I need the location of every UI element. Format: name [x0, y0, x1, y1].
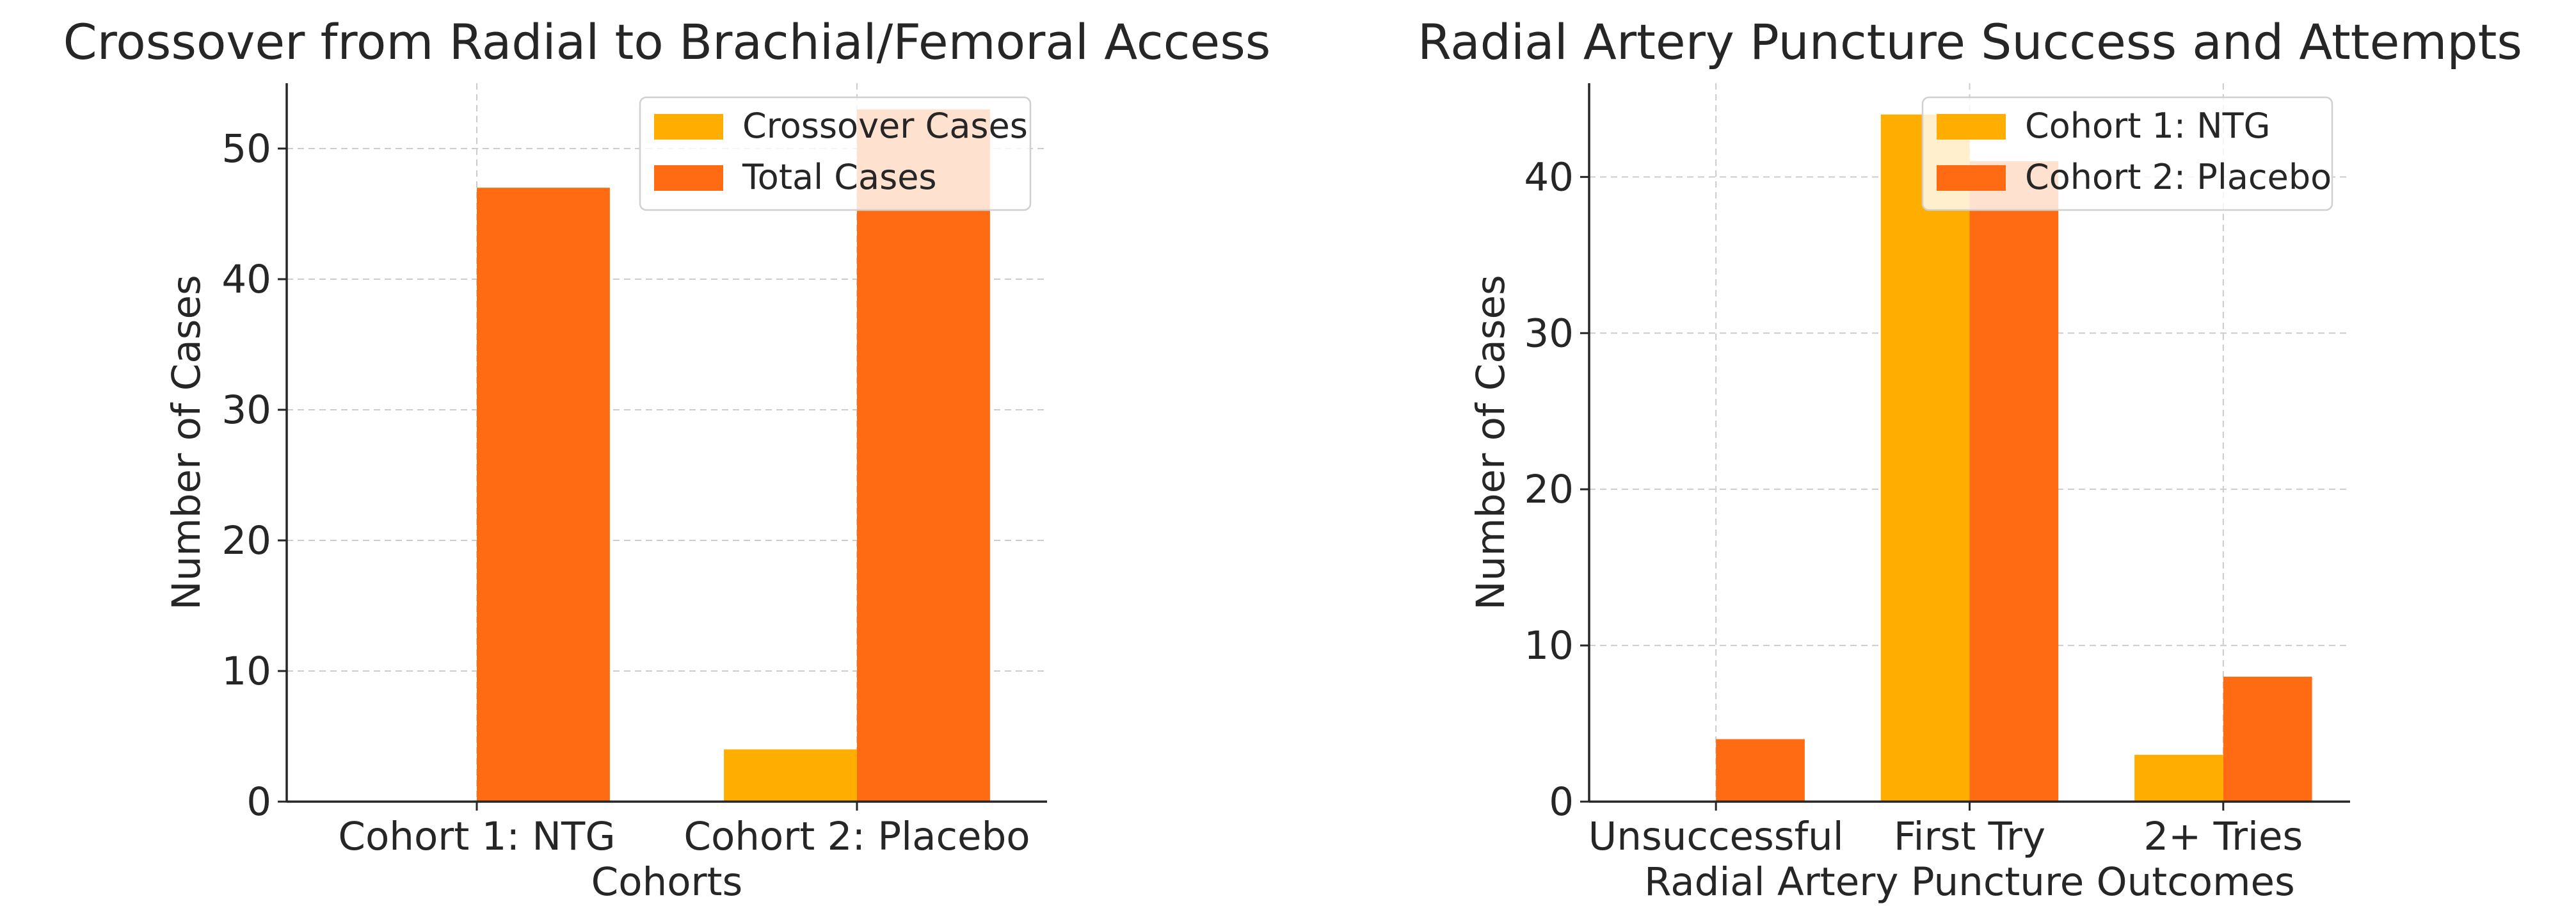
y-tick-label: 30: [221, 387, 271, 433]
legend-swatch: [654, 165, 723, 191]
chart-title: Radial Artery Puncture Success and Attem…: [1418, 13, 2522, 70]
bar-total-cases-1: [477, 188, 610, 802]
x-tick-label: 2+ Tries: [2143, 814, 2303, 859]
y-tick-label: 40: [1524, 154, 1574, 200]
y-axis-label: Number of Cases: [1468, 275, 1514, 610]
y-axis-label: Number of Cases: [164, 275, 209, 610]
y-tick-label: 10: [221, 649, 271, 694]
legend-box: [639, 96, 1032, 211]
legend-label: Crossover Cases: [742, 106, 1028, 146]
legend-label: Cohort 2: Placebo: [2025, 157, 2332, 197]
x-tick-label: Cohort 2: Placebo: [684, 814, 1030, 859]
y-tick-label: 30: [1524, 311, 1574, 356]
x-tick-label: Unsuccessful: [1588, 814, 1844, 859]
x-tick-label: First Try: [1894, 814, 2045, 859]
y-tick-label: 0: [246, 779, 271, 825]
chart-title: Crossover from Radial to Brachial/Femora…: [63, 13, 1271, 70]
y-tick-label: 40: [221, 257, 271, 302]
legend-label: Cohort 1: NTG: [2025, 106, 2270, 146]
bar-cohort-1-ntg-2: [1880, 114, 1970, 802]
bar-cohort-2-placebo-2: [1969, 161, 2059, 802]
bar-cohort-2-placebo-3: [2223, 676, 2312, 802]
legend: Cohort 1: NTG Cohort 2: Placebo: [1921, 96, 2333, 211]
y-tick-label: 0: [1549, 779, 1574, 825]
legend: Crossover Cases Total Cases: [639, 96, 1032, 211]
x-tick-label: Cohort 1: NTG: [338, 814, 615, 859]
x-axis-label: Radial Artery Puncture Outcomes: [1644, 859, 2295, 905]
legend-box: [1921, 96, 2333, 211]
y-tick-label: 20: [1524, 467, 1574, 512]
legend-swatch: [1937, 165, 2006, 191]
legend-label: Total Cases: [742, 157, 937, 197]
legend-swatch: [1937, 114, 2006, 140]
chart-panel-2: Radial Artery Puncture Success and Attem…: [1418, 13, 2522, 905]
bar-total-cases-2: [857, 109, 990, 802]
y-tick-label: 10: [1524, 623, 1574, 668]
y-tick-label: 20: [221, 518, 271, 563]
x-axis-label: Cohorts: [591, 859, 743, 905]
bar-cohort-2-placebo-1: [1716, 739, 1805, 802]
bar-crossover-cases-2: [724, 749, 857, 802]
bar-cohort-1-ntg-3: [2134, 754, 2223, 802]
y-tick-label: 50: [221, 126, 271, 172]
chart-panel-1: Crossover from Radial to Brachial/Femora…: [63, 13, 1271, 905]
legend-swatch: [654, 114, 723, 140]
